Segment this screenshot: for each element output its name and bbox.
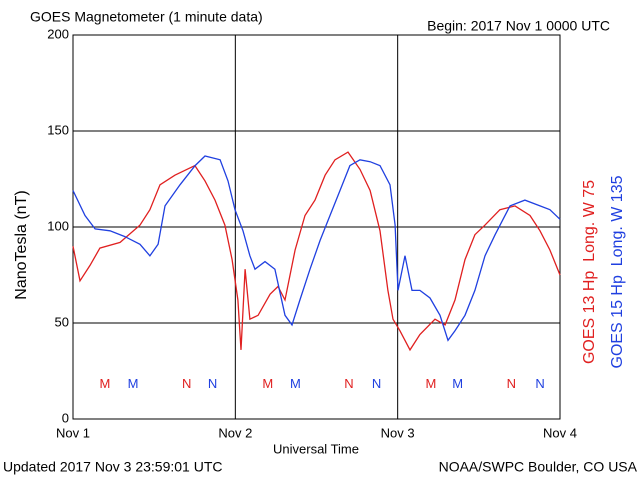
annotation: N — [535, 376, 544, 391]
annotation: M — [262, 376, 273, 391]
legend-entry: GOES 15 Hp Long. W 135 — [609, 175, 626, 368]
x-axis-label: Universal Time — [273, 441, 359, 456]
annotation: M — [128, 376, 139, 391]
annotation: N — [372, 376, 381, 391]
chart-subtitle: Begin: 2017 Nov 1 0000 UTC — [427, 18, 610, 34]
annotation: N — [182, 376, 191, 391]
annotation: M — [426, 376, 437, 391]
chart-title: GOES Magnetometer (1 minute data) — [30, 9, 263, 25]
footer-left: Updated 2017 Nov 3 23:59:01 UTC — [3, 459, 222, 475]
y-axis-label: NanoTesla (nT) — [13, 190, 30, 299]
y-tick-label: 50 — [55, 314, 69, 329]
annotation: N — [507, 376, 516, 391]
y-tick-label: 100 — [47, 218, 69, 233]
y-tick-label: 0 — [62, 410, 69, 425]
footer-right: NOAA/SWPC Boulder, CO USA — [439, 459, 638, 475]
annotation: N — [344, 376, 353, 391]
data-line — [72, 151, 561, 352]
annotation: M — [452, 376, 463, 391]
x-tick-label: Nov 4 — [543, 425, 577, 440]
annotation: M — [100, 376, 111, 391]
x-tick-label: Nov 2 — [218, 425, 252, 440]
annotation: M — [290, 376, 301, 391]
legend-entry: GOES 13 Hp Long. W 75 — [581, 180, 598, 364]
y-tick-label: 200 — [47, 26, 69, 41]
x-tick-label: Nov 3 — [381, 425, 415, 440]
annotation: N — [208, 376, 217, 391]
data-line — [72, 155, 561, 342]
y-tick-label: 150 — [47, 122, 69, 137]
x-tick-label: Nov 1 — [56, 425, 90, 440]
